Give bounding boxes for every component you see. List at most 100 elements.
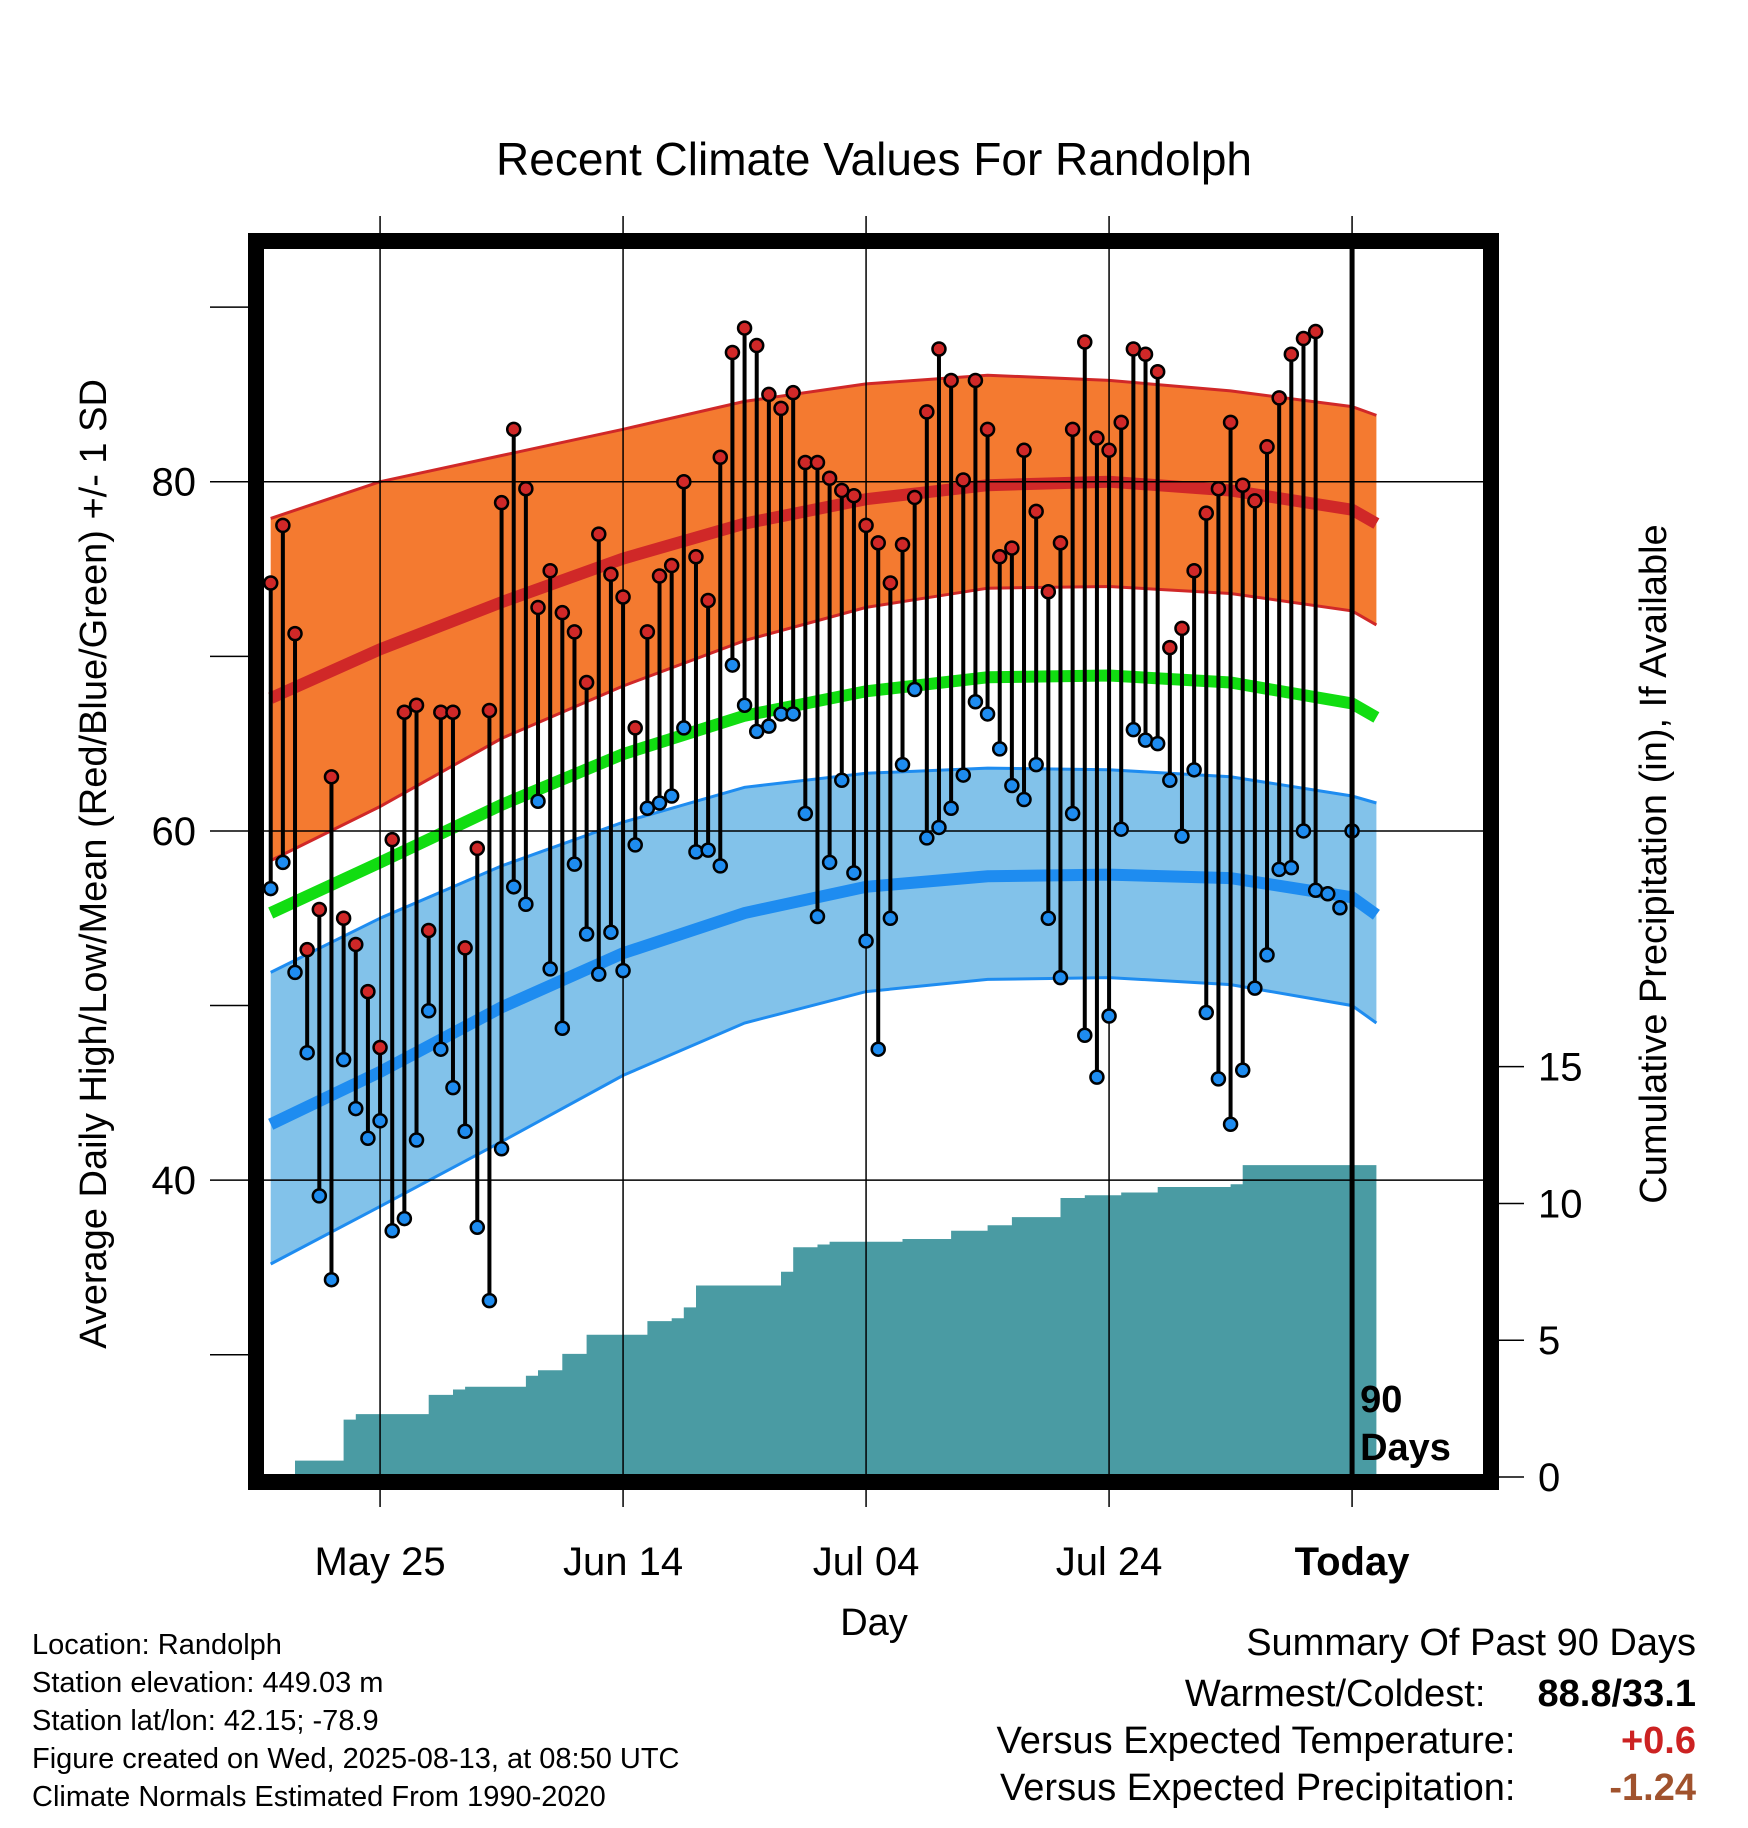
daily-high-point (931, 341, 947, 357)
daily-high-point (1028, 503, 1044, 520)
daily-low-point (505, 879, 522, 895)
daily-low-point (870, 1041, 886, 1057)
daily-low-point (1101, 1008, 1117, 1024)
daily-low-point (736, 697, 753, 713)
daily-high-point (518, 480, 534, 497)
daily-low-point (1222, 1116, 1239, 1133)
info-latlon: Station lat/lon: 42.15; -78.9 (32, 1705, 379, 1737)
daily-low-point (1332, 900, 1348, 916)
daily-high-point (372, 1039, 388, 1056)
summary-warmest-label: Warmest/Coldest: (1184, 1673, 1486, 1715)
daily-high-point (1174, 620, 1190, 637)
summary-heading: Summary Of Past 90 Days (1246, 1622, 1696, 1664)
daily-high-point (1162, 639, 1178, 656)
daily-high-point (1283, 346, 1300, 363)
daily-high-point (906, 489, 923, 506)
daily-low-point (518, 896, 534, 913)
daily-low-point (262, 880, 279, 897)
daily-high-point (773, 400, 789, 417)
plot-area: 90 Days (261, 246, 1486, 1477)
daily-low-point (858, 933, 874, 949)
daily-low-point (603, 924, 619, 940)
daily-high-point (761, 386, 777, 403)
daily-high-point (676, 473, 692, 490)
daily-low-point (299, 1044, 315, 1061)
summary-panel: Summary Of Past 90 Days Warmest/Coldest:… (997, 1622, 1696, 1810)
daily-high-point (348, 936, 364, 953)
daily-low-point (955, 767, 972, 783)
daily-high-point (809, 454, 826, 471)
daily-high-point (1186, 563, 1202, 579)
y-tick-label: 60 (152, 810, 197, 854)
daily-low-point (360, 1130, 376, 1147)
daily-low-point (1064, 805, 1081, 822)
info-normals: Climate Normals Estimated From 1990-2020 (32, 1781, 606, 1813)
info-location: Location: Randolph (32, 1629, 282, 1661)
daily-high-point (1210, 480, 1227, 497)
daily-high-point (420, 922, 437, 939)
daily-high-point (1077, 334, 1093, 350)
daily-low-point (348, 1100, 364, 1117)
daily-low-point (919, 830, 935, 846)
daily-low-point (651, 795, 668, 811)
daily-high-point (299, 941, 315, 958)
daily-low-point (943, 800, 959, 816)
daily-low-point (1320, 886, 1336, 902)
daily-low-point (1052, 969, 1069, 986)
daily-high-point (1259, 439, 1275, 455)
daily-high-point (858, 517, 874, 534)
daily-low-point (578, 926, 595, 942)
daily-low-point (906, 681, 923, 698)
info-created: Figure created on Wed, 2025-08-13, at 08… (32, 1743, 680, 1775)
daily-high-point (688, 549, 704, 565)
x-tick-label: Jun 14 (563, 1540, 683, 1584)
daily-low-point (785, 706, 801, 722)
daily-low-point (979, 706, 996, 722)
daily-low-point (591, 966, 607, 982)
y2-axis-label: Cumulative Precipitation (in), If Availa… (1633, 524, 1675, 1203)
daily-high-point (408, 697, 425, 713)
daily-high-point (785, 384, 801, 401)
daily-high-point (955, 472, 972, 488)
daily-low-point (967, 693, 984, 710)
daily-high-point (505, 421, 522, 438)
daily-low-point (1113, 821, 1129, 837)
daily-low-point (1234, 1062, 1251, 1078)
daily-low-point (688, 844, 704, 860)
daily-low-point (1198, 1004, 1215, 1021)
daily-high-point (360, 983, 376, 1000)
daily-low-point (542, 961, 558, 977)
daily-low-point (1283, 859, 1300, 876)
daily-low-point (761, 718, 777, 734)
daily-low-point (991, 741, 1008, 757)
summary-precip-value: -1.24 (1609, 1767, 1696, 1809)
summary-warmest-row: Warmest/Coldest: 88.8/33.1 (997, 1673, 1696, 1716)
daily-low-point (846, 865, 862, 881)
daily-low-point (712, 858, 729, 874)
daily-low-point (311, 1188, 328, 1204)
daily-low-point (663, 788, 680, 804)
daily-high-point (639, 624, 656, 640)
daily-high-point (821, 470, 838, 486)
daily-high-point (311, 901, 328, 918)
daily-low-point (1247, 980, 1263, 996)
daily-high-point (712, 449, 729, 466)
daily-high-point (736, 320, 753, 336)
daily-low-point (554, 1020, 571, 1037)
daily-high-point (287, 625, 303, 642)
daily-high-point (651, 568, 668, 584)
daily-high-point (1113, 414, 1129, 431)
daily-high-point (1271, 390, 1287, 406)
today-marker-label: 90 (1360, 1379, 1402, 1421)
daily-low-point (481, 1292, 498, 1309)
daily-low-point (1016, 791, 1032, 808)
daily-high-point (578, 674, 595, 691)
daily-high-point (1016, 442, 1032, 459)
daily-high-point (1040, 583, 1057, 600)
daily-low-point (724, 657, 741, 673)
daily-stems (262, 320, 1360, 1309)
daily-low-point (1077, 1027, 1093, 1043)
info-elevation: Station elevation: 449.03 m (32, 1667, 384, 1699)
x-axis-label: Day (840, 1602, 908, 1644)
summary-temp-value: +0.6 (1620, 1720, 1696, 1762)
